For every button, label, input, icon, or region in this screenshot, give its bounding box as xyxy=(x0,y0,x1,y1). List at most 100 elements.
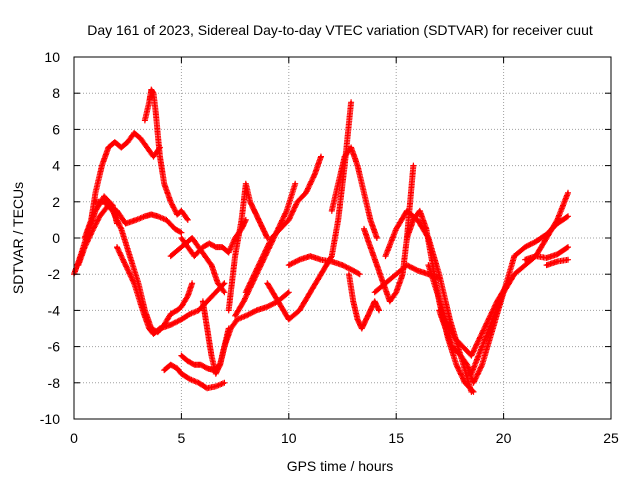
data-point xyxy=(216,282,220,285)
data-point xyxy=(455,363,458,366)
data-point xyxy=(401,273,404,276)
data-point xyxy=(210,263,213,267)
data-point xyxy=(405,236,409,240)
data-point xyxy=(556,222,559,225)
data-point xyxy=(287,263,290,267)
data-series xyxy=(92,198,196,336)
data-point xyxy=(150,88,153,91)
data-point xyxy=(545,263,548,267)
data-point xyxy=(98,215,101,218)
y-tick-label: 2 xyxy=(52,194,60,210)
data-point xyxy=(480,345,484,348)
data-point xyxy=(180,372,183,375)
data-point xyxy=(169,254,172,258)
data-point xyxy=(352,300,355,303)
data-point xyxy=(253,273,256,276)
data-point xyxy=(124,263,127,267)
data-point xyxy=(356,318,359,321)
x-tick-label: 10 xyxy=(281,430,297,446)
data-series xyxy=(167,235,228,296)
data-point xyxy=(556,260,559,263)
x-axis-label: GPS time / hours xyxy=(287,458,394,474)
data-point xyxy=(94,200,97,203)
data-point xyxy=(364,318,368,321)
data-point xyxy=(169,312,172,316)
data-point xyxy=(165,218,168,222)
data-point xyxy=(304,191,308,194)
series-layer xyxy=(71,86,571,395)
data-point xyxy=(343,155,346,158)
series-markers xyxy=(141,86,191,223)
data-point xyxy=(201,245,205,249)
data-point xyxy=(150,213,153,216)
data-point xyxy=(201,300,205,303)
data-point xyxy=(534,254,538,258)
data-point xyxy=(330,254,333,258)
data-point xyxy=(377,309,381,312)
data-point xyxy=(163,182,166,185)
data-point xyxy=(452,336,456,339)
data-series xyxy=(345,271,382,332)
data-series xyxy=(141,86,191,223)
data-point xyxy=(266,282,269,285)
data-point xyxy=(369,309,372,312)
data-point xyxy=(218,363,222,366)
y-axis-label: SDTVAR / TECUs xyxy=(10,182,26,294)
series-markers xyxy=(345,271,382,332)
data-point xyxy=(214,245,217,249)
data-point xyxy=(356,164,359,167)
data-point xyxy=(242,300,245,303)
data-point xyxy=(180,236,183,240)
data-series xyxy=(468,189,571,377)
data-point xyxy=(369,218,372,222)
data-point xyxy=(478,336,482,339)
data-point xyxy=(384,254,387,258)
data-point xyxy=(128,254,132,258)
data-point xyxy=(285,209,288,213)
data-point xyxy=(169,200,172,203)
data-point xyxy=(107,146,110,149)
data-point xyxy=(152,92,155,95)
data-point xyxy=(169,363,172,366)
data-point xyxy=(229,327,233,330)
data-point xyxy=(257,218,260,222)
data-point xyxy=(253,209,256,213)
data-point xyxy=(150,327,153,330)
y-tick-label: 6 xyxy=(52,121,60,137)
data-series xyxy=(425,262,511,359)
data-point xyxy=(418,209,422,213)
data-point xyxy=(248,200,252,203)
data-point xyxy=(412,164,415,167)
data-point xyxy=(437,309,441,312)
data-point xyxy=(309,254,312,258)
data-point xyxy=(188,377,192,381)
data-point xyxy=(120,146,123,149)
data-point xyxy=(330,209,333,213)
data-point xyxy=(147,101,151,104)
data-point xyxy=(186,359,190,363)
data-point xyxy=(287,218,290,222)
data-point xyxy=(470,354,473,357)
data-point xyxy=(337,182,340,185)
data-point xyxy=(115,209,119,213)
data-point xyxy=(180,354,183,357)
data-point xyxy=(261,254,265,258)
y-tick-label: 8 xyxy=(52,85,60,101)
data-point xyxy=(459,354,462,357)
data-series xyxy=(543,256,571,269)
data-point xyxy=(223,345,226,348)
data-point xyxy=(513,273,516,276)
data-point xyxy=(319,155,323,158)
data-series xyxy=(328,144,380,241)
y-tick-label: -10 xyxy=(40,411,60,427)
data-point xyxy=(523,245,527,249)
data-point xyxy=(461,345,464,348)
data-point xyxy=(431,263,434,267)
data-point xyxy=(349,101,353,104)
data-point xyxy=(502,291,505,294)
data-point xyxy=(186,245,190,249)
data-point xyxy=(294,182,297,185)
data-point xyxy=(180,231,183,234)
y-tick-label: 0 xyxy=(52,230,60,246)
data-point xyxy=(223,291,226,294)
